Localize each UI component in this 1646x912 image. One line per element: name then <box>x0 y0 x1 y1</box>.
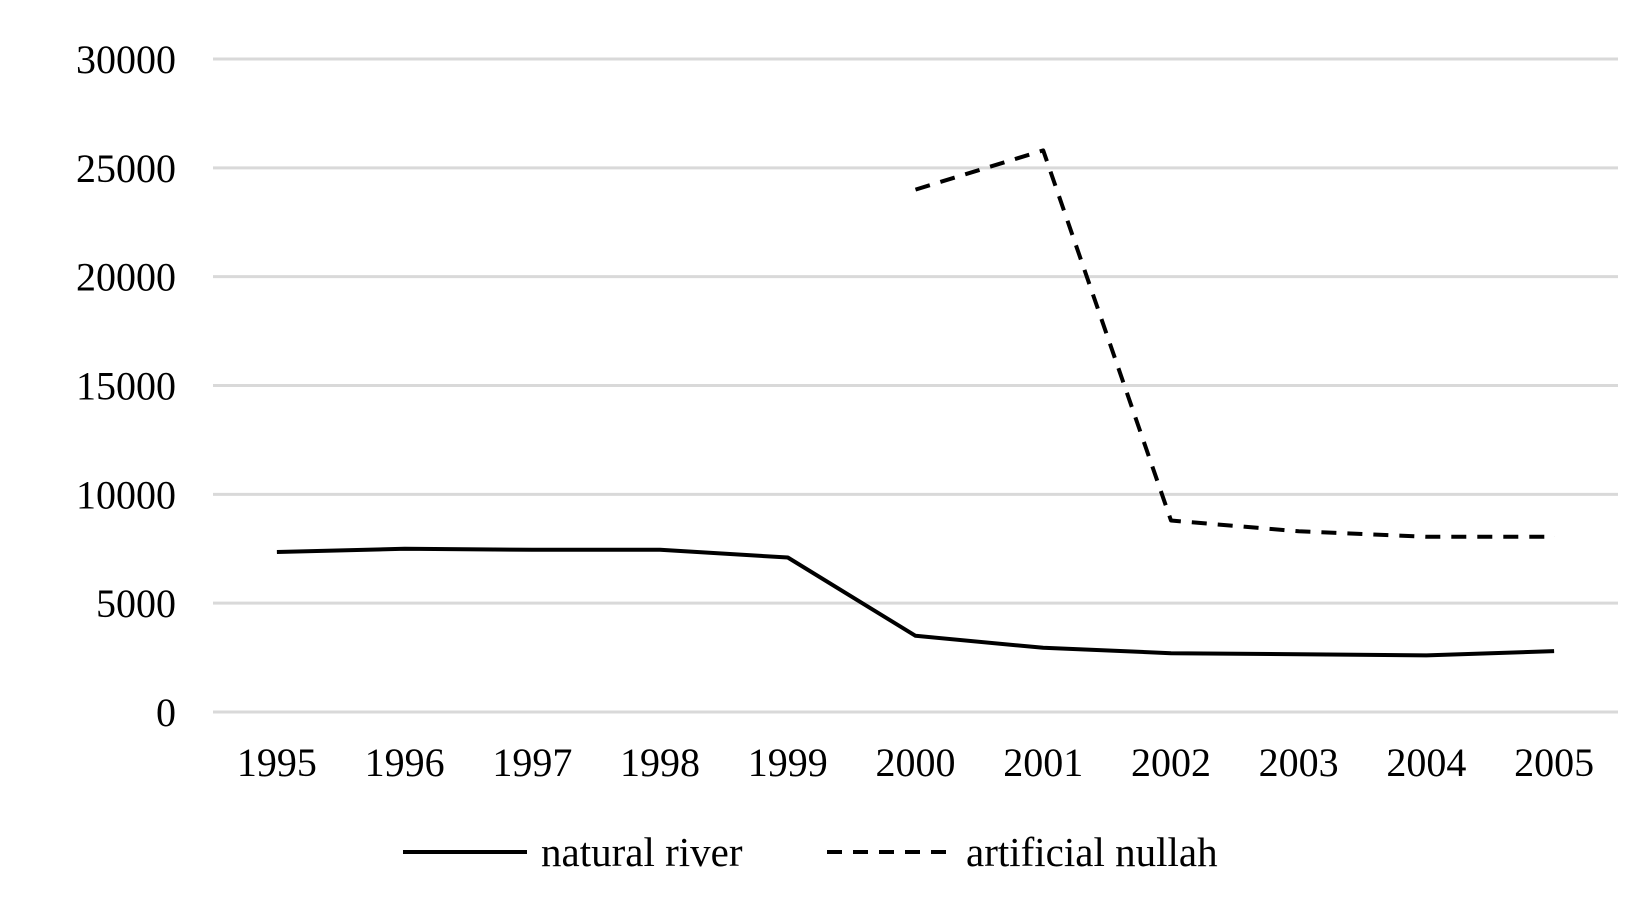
series-line-artificial-nullah <box>914 148 1555 539</box>
x-tick-label: 2002 <box>1131 740 1211 785</box>
x-tick-label: 2003 <box>1259 740 1339 785</box>
x-tick-label: 2004 <box>1386 740 1466 785</box>
series-lines <box>276 148 1555 658</box>
legend-label-artificial-nullah: artificial nullah <box>966 829 1218 875</box>
legend-label-natural-river: natural river <box>541 829 743 875</box>
x-tick-label: 2000 <box>876 740 956 785</box>
legend: natural river artificial nullah <box>403 829 1218 875</box>
x-axis-tick-labels: 1995 1996 1997 1998 1999 2000 2001 2002 2003 2004… <box>237 740 1594 785</box>
x-tick-label: 2001 <box>1003 740 1083 785</box>
x-tick-label: 1999 <box>748 740 828 785</box>
y-tick-label: 5000 <box>96 581 176 626</box>
x-tick-label: 1996 <box>365 740 445 785</box>
y-tick-label: 25000 <box>76 146 176 191</box>
y-axis-tick-labels: 0 5000 10000 15000 20000 25000 30000 <box>76 37 176 735</box>
y-tick-label: 0 <box>156 690 176 735</box>
y-tick-label: 30000 <box>76 37 176 82</box>
y-tick-label: 20000 <box>76 255 176 300</box>
x-tick-label: 2005 <box>1514 740 1594 785</box>
x-tick-label: 1995 <box>237 740 317 785</box>
y-tick-label: 15000 <box>76 364 176 409</box>
x-tick-label: 1997 <box>492 740 572 785</box>
y-tick-label: 10000 <box>76 472 176 517</box>
gridlines <box>213 57 1618 714</box>
x-tick-label: 1998 <box>620 740 700 785</box>
